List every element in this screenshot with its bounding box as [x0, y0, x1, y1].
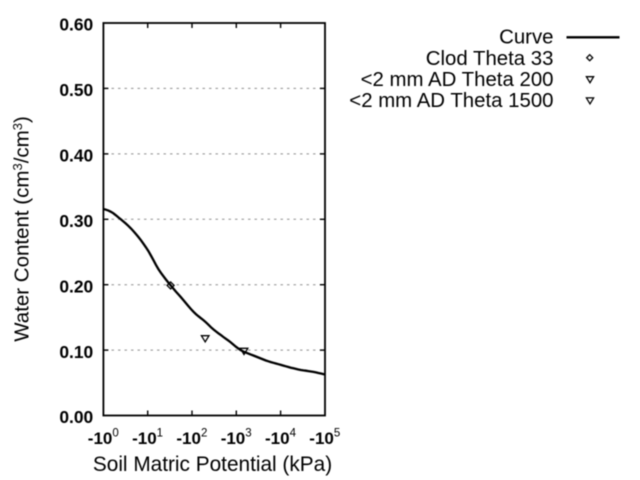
svg-text:0.60: 0.60 [59, 15, 93, 35]
svg-text:<2 mm AD Theta 1500: <2 mm AD Theta 1500 [349, 90, 553, 112]
svg-text:-104: -104 [265, 428, 297, 449]
svg-text:0.40: 0.40 [59, 146, 93, 166]
svg-text:0.50: 0.50 [59, 80, 93, 100]
svg-text:-103: -103 [221, 428, 252, 449]
svg-text:Curve: Curve [499, 27, 553, 49]
svg-text:Soil Matric Potential (kPa): Soil Matric Potential (kPa) [93, 453, 332, 476]
svg-text:-101: -101 [132, 428, 163, 449]
svg-text:-102: -102 [176, 428, 207, 449]
svg-text:Water Content (cm3/cm3): Water Content (cm3/cm3) [10, 116, 34, 342]
svg-text:Clod Theta 33: Clod Theta 33 [426, 48, 554, 70]
svg-text:-100: -100 [88, 428, 119, 449]
svg-text:0.20: 0.20 [59, 276, 93, 296]
svg-text:<2 mm AD Theta 200: <2 mm AD Theta 200 [361, 69, 554, 91]
svg-text:0.00: 0.00 [59, 407, 93, 427]
svg-text:-105: -105 [309, 428, 340, 449]
svg-text:0.10: 0.10 [59, 342, 93, 362]
svg-text:0.30: 0.30 [59, 211, 93, 231]
